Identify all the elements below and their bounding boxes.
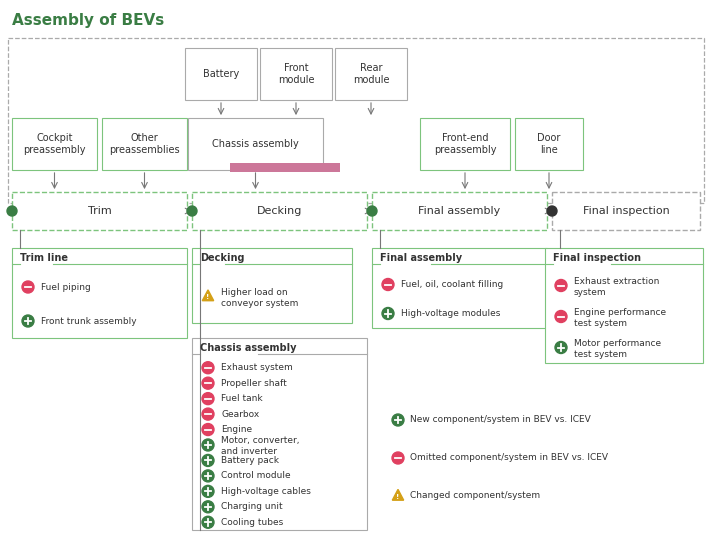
Circle shape (555, 342, 567, 354)
Circle shape (202, 470, 214, 482)
Text: Gearbox: Gearbox (221, 410, 259, 419)
Text: Cockpit
preassembly: Cockpit preassembly (23, 133, 85, 155)
Text: Trim line: Trim line (20, 253, 68, 263)
Text: New component/system in BEV vs. ICEV: New component/system in BEV vs. ICEV (410, 415, 591, 425)
Text: Front
module: Front module (278, 63, 314, 85)
Text: Charging unit: Charging unit (221, 502, 283, 512)
Circle shape (392, 452, 404, 464)
Text: Propeller shaft: Propeller shaft (221, 379, 287, 388)
Bar (188, 118, 323, 170)
Circle shape (382, 307, 394, 320)
Bar (552, 192, 700, 230)
Text: !: ! (397, 493, 399, 499)
Text: High-voltage modules: High-voltage modules (401, 309, 501, 318)
Bar (12, 192, 187, 230)
Text: Door
line: Door line (538, 133, 560, 155)
Bar (192, 338, 367, 530)
Circle shape (202, 501, 214, 513)
Text: Front trunk assembly: Front trunk assembly (41, 316, 137, 326)
Text: Fuel piping: Fuel piping (41, 283, 90, 292)
Bar (372, 248, 547, 328)
Polygon shape (202, 290, 214, 301)
Circle shape (367, 206, 377, 216)
Text: test system: test system (574, 319, 627, 328)
Text: Higher load on: Higher load on (221, 288, 288, 297)
Text: Fuel, oil, coolant filling: Fuel, oil, coolant filling (401, 280, 503, 289)
Circle shape (202, 454, 214, 466)
Text: Engine: Engine (221, 425, 252, 434)
Bar (12, 118, 97, 170)
Bar (102, 118, 187, 170)
Circle shape (555, 311, 567, 322)
Text: Motor, converter,: Motor, converter, (221, 437, 300, 446)
Circle shape (7, 206, 17, 216)
Text: conveyor system: conveyor system (221, 299, 298, 308)
Text: system: system (574, 288, 607, 297)
Text: !: ! (206, 294, 209, 300)
Circle shape (547, 206, 557, 216)
Text: Battery pack: Battery pack (221, 456, 279, 465)
Text: Final inspection: Final inspection (553, 253, 641, 263)
Bar (545, 248, 703, 363)
Text: Omitted component/system in BEV vs. ICEV: Omitted component/system in BEV vs. ICEV (410, 454, 608, 463)
Circle shape (22, 281, 34, 293)
Bar (260, 48, 332, 100)
Circle shape (22, 315, 34, 327)
Bar (192, 248, 352, 323)
Text: Cooling tubes: Cooling tubes (221, 518, 283, 527)
Circle shape (202, 424, 214, 436)
Text: Trim: Trim (88, 206, 111, 216)
Text: Assembly of BEVs: Assembly of BEVs (12, 13, 164, 28)
Bar (12, 248, 187, 338)
Circle shape (187, 206, 197, 216)
Bar (185, 48, 257, 100)
Circle shape (392, 414, 404, 426)
Bar (230, 163, 340, 172)
Text: Exhaust system: Exhaust system (221, 363, 293, 372)
Bar (8, 38, 704, 203)
Circle shape (202, 362, 214, 374)
Circle shape (202, 377, 214, 389)
Text: Other
preassemblies: Other preassemblies (109, 133, 180, 155)
Circle shape (382, 278, 394, 290)
Text: Final inspection: Final inspection (582, 206, 669, 216)
Circle shape (202, 408, 214, 420)
Text: and inverter: and inverter (221, 448, 277, 456)
Text: Battery: Battery (203, 69, 239, 79)
Bar (515, 118, 583, 170)
Text: Chassis assembly: Chassis assembly (200, 343, 296, 353)
Text: Control module: Control module (221, 471, 290, 480)
Bar (372, 192, 547, 230)
Bar (192, 192, 367, 230)
Bar (420, 118, 510, 170)
Circle shape (202, 516, 214, 528)
Text: Engine performance: Engine performance (574, 308, 666, 317)
Text: Decking: Decking (200, 253, 244, 263)
Text: Motor performance: Motor performance (574, 339, 661, 348)
Circle shape (202, 439, 214, 451)
Text: Decking: Decking (257, 206, 302, 216)
Text: High-voltage cables: High-voltage cables (221, 487, 311, 496)
Text: test system: test system (574, 350, 627, 359)
Text: Chassis assembly: Chassis assembly (212, 139, 299, 149)
Polygon shape (392, 490, 404, 500)
Text: Fuel tank: Fuel tank (221, 394, 263, 403)
Text: Front-end
preassembly: Front-end preassembly (434, 133, 496, 155)
Text: Rear
module: Rear module (352, 63, 389, 85)
Text: Final assembly: Final assembly (380, 253, 462, 263)
Circle shape (202, 485, 214, 497)
Text: Changed component/system: Changed component/system (410, 492, 540, 500)
Text: Exhaust extraction: Exhaust extraction (574, 277, 659, 286)
Circle shape (555, 279, 567, 292)
Circle shape (202, 393, 214, 405)
Text: Final assembly: Final assembly (419, 206, 501, 216)
Bar (335, 48, 407, 100)
